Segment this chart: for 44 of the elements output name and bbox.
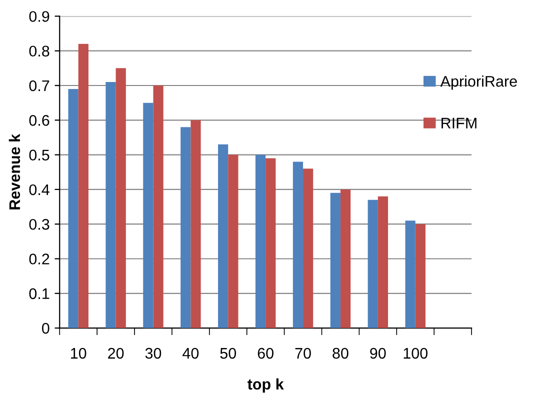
y-axis-title: Revenue k xyxy=(8,134,20,210)
x-tick-label: 10 xyxy=(71,348,86,359)
x-tick-label: 70 xyxy=(295,348,311,359)
bar xyxy=(153,86,164,328)
bar xyxy=(116,68,126,328)
x-tick-label: 30 xyxy=(145,348,162,359)
bar xyxy=(68,88,78,328)
bar xyxy=(378,196,388,328)
bar xyxy=(143,102,154,328)
y-tick-label: 0.4 xyxy=(29,184,50,196)
bar xyxy=(255,154,266,328)
x-tick-label: 40 xyxy=(182,348,199,359)
y-tick-label: 0.8 xyxy=(29,46,50,57)
x-tick-label: 50 xyxy=(220,348,236,359)
bar xyxy=(218,144,228,328)
bar xyxy=(228,154,238,328)
bar xyxy=(292,162,304,328)
bar xyxy=(368,200,378,328)
y-tick-label: 0.2 xyxy=(29,254,50,264)
y-tick-label: 0.6 xyxy=(29,115,50,126)
bar xyxy=(190,120,201,328)
bar xyxy=(106,82,116,328)
x-tick-label: 20 xyxy=(108,348,124,359)
y-tick-label: 0.3 xyxy=(29,218,50,230)
bar xyxy=(303,168,314,328)
x-tick-label: 60 xyxy=(258,348,274,359)
bar xyxy=(340,189,351,328)
y-tick-label: 0.5 xyxy=(29,150,50,160)
x-tick-label: 90 xyxy=(370,348,386,359)
x-tick-label: 80 xyxy=(332,348,348,359)
y-tick-label: 0.1 xyxy=(29,288,50,300)
legend-label: AprioriRare xyxy=(440,76,517,90)
bar xyxy=(415,224,426,328)
x-tick-label: 100 xyxy=(404,348,428,359)
bar xyxy=(180,127,191,328)
x-axis-title: top k xyxy=(248,378,284,393)
y-tick-label: 0 xyxy=(42,322,50,334)
bar xyxy=(405,220,416,328)
bar xyxy=(266,158,276,328)
bar xyxy=(330,192,340,328)
legend-label: RIFM xyxy=(442,118,476,128)
y-tick-label: 0.9 xyxy=(29,11,50,22)
bar xyxy=(78,44,88,328)
y-tick-label: 0.7 xyxy=(29,80,50,92)
